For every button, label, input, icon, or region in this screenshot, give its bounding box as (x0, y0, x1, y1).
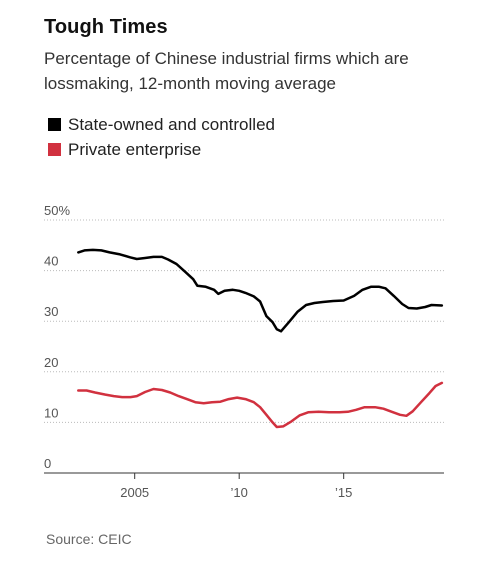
legend-swatch-private (48, 143, 61, 156)
chart-subtitle: Percentage of Chinese industrial firms w… (44, 49, 409, 93)
legend: State-owned and controlled Private enter… (48, 112, 275, 162)
y-tick-label-40: 40 (44, 254, 58, 269)
y-tick-label-20: 20 (44, 355, 58, 370)
x-tick-label-2010: ’10 (231, 485, 248, 500)
grid-lines (44, 219, 444, 474)
y-tick-label-0: 0 (44, 456, 51, 471)
y-tick-label-10: 10 (44, 405, 58, 420)
legend-label-private: Private enterprise (68, 139, 202, 159)
series-lines (77, 248, 444, 429)
x-axis-ticks: 2005 ’10 ’15 (120, 473, 352, 500)
y-tick-label-30: 30 (44, 304, 58, 319)
series-line-state-owned (77, 248, 444, 333)
legend-swatch-state-owned (48, 118, 61, 131)
chart-source: Source: CEIC (46, 531, 132, 547)
y-tick-label-50: 50% (44, 203, 70, 218)
legend-label-state-owned: State-owned and controlled (68, 114, 275, 134)
x-tick-label-2015: ’15 (335, 485, 352, 500)
chart-title: Tough Times (44, 16, 168, 38)
x-tick-label-2005: 2005 (120, 485, 149, 500)
series-line-private (77, 381, 444, 429)
legend-item-private: Private enterprise (48, 137, 275, 162)
legend-item-state-owned: State-owned and controlled (48, 112, 275, 137)
y-axis-labels: 50% 40 30 20 10 0 (44, 203, 70, 471)
